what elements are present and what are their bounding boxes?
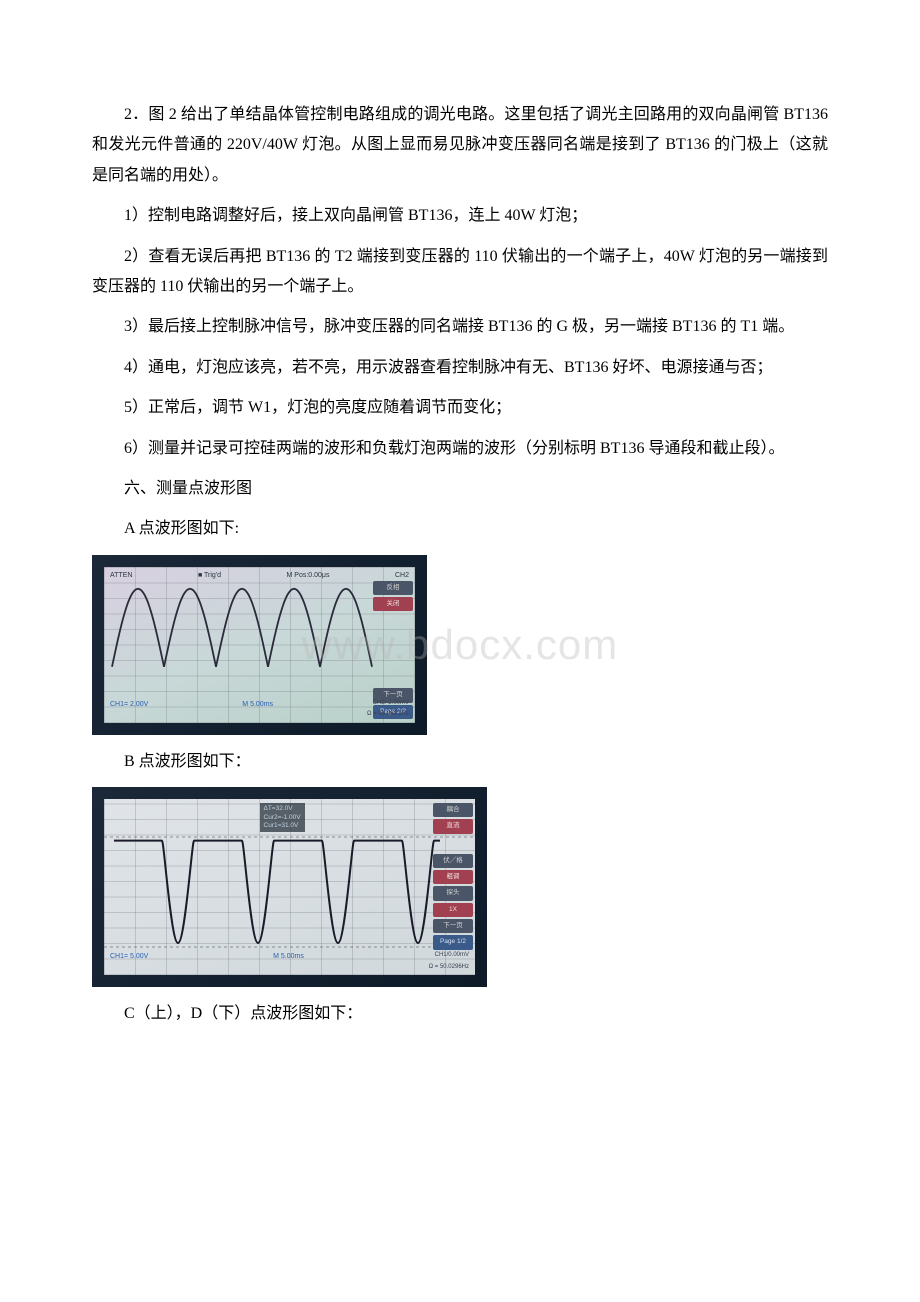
scope-b-btn-probe: 探头 (433, 886, 473, 900)
scope-a-ch1: CH1= 2.00V (110, 698, 148, 721)
step-4: 4）通电，灯泡应该亮，若不亮，用示波器查看控制脉冲有无、BT136 好坏、电源接… (92, 353, 828, 383)
scope-b-freq: CH1/0.00mV Ω = 50.0296Hz (429, 950, 469, 973)
scope-b-timebase: M 5.00ms (273, 950, 304, 973)
oscilloscope-image-a: www.bdocx.com ATTEN ■ Trig'd M Pos:0.00μ… (92, 555, 828, 735)
scope-b-btn-vdiv: 伏／格 (433, 854, 473, 868)
scope-b-btn-1x: 1X (433, 903, 473, 917)
scope-b-ch1: CH1= 5.00V (110, 950, 148, 973)
step-2: 2）查看无误后再把 BT136 的 T2 端接到变压器的 110 伏输出的一个端… (92, 242, 828, 303)
scope-b-btn-page: Page 1/2 (433, 935, 473, 949)
scope-b-btn-dc: 直流 (433, 819, 473, 833)
scope-a-freq: CH2/-2.00mV Ω = 49.961 5Hz (367, 698, 409, 721)
scope-a-btn-invert: 反相 (373, 581, 413, 595)
label-waveform-a: A 点波形图如下: (92, 514, 828, 544)
step-5: 5）正常后，调节 W1，灯泡的亮度应随着调节而变化； (92, 393, 828, 423)
oscilloscope-image-b: ΔT=32.0V Cur2=-1.00V Cur1=31.0V 耦合 直流 伏／… (92, 787, 828, 987)
scope-b-btn-coupling: 耦合 (433, 803, 473, 817)
step-3: 3）最后接上控制脉冲信号，脉冲变压器的同名端接 BT136 的 G 极，另一端接… (92, 312, 828, 342)
scope-a-timebase: M 5.00ms (242, 698, 273, 721)
label-waveform-b: B 点波形图如下： (92, 747, 828, 777)
step-6: 6）测量并记录可控硅两端的波形和负载灯泡两端的波形（分别标明 BT136 导通段… (92, 434, 828, 464)
label-waveform-cd: C（上），D（下）点波形图如下： (92, 999, 828, 1029)
paragraph-intro: 2．图 2 给出了单结晶体管控制电路组成的调光电路。这里包括了调光主回路用的双向… (92, 100, 828, 191)
waveform-b-trace (104, 799, 475, 975)
step-1: 1）控制电路调整好后，接上双向晶闸管 BT136，连上 40W 灯泡； (92, 201, 828, 231)
section-heading-6: 六、测量点波形图 (92, 474, 828, 504)
scope-b-btn-coarse: 粗调 (433, 870, 473, 884)
scope-b-btn-next: 下一页 (433, 919, 473, 933)
scope-a-btn-close: 关闭 (373, 597, 413, 611)
